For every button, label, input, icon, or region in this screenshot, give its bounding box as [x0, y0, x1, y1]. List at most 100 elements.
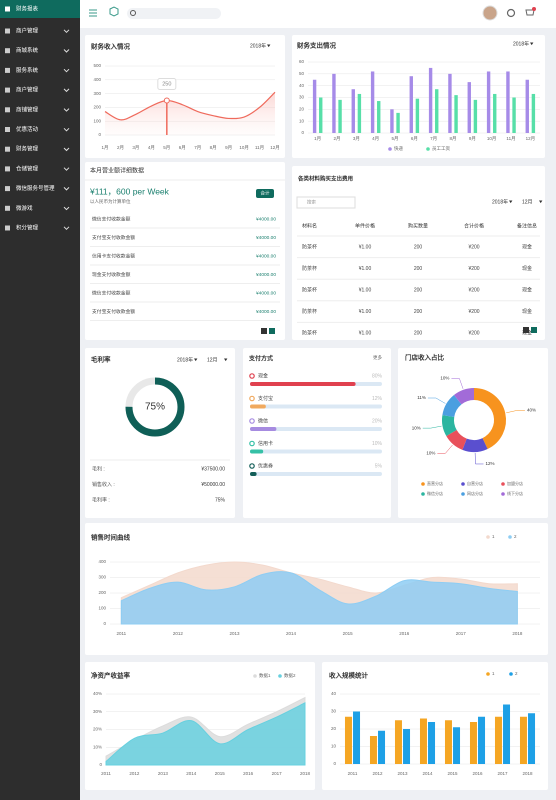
menu-item[interactable]: 商城系统: [16, 46, 39, 54]
select[interactable]: 12月: [522, 199, 533, 205]
menu-icon: [5, 186, 10, 192]
y-tick-label: 0: [99, 762, 102, 767]
x-tick-label: 2011: [348, 771, 358, 776]
menu-item[interactable]: 服务系统: [16, 66, 39, 74]
item-percent: 5%: [375, 463, 383, 469]
menu-item[interactable]: 财务管理: [16, 145, 39, 153]
legend-label: 网店分店: [467, 490, 483, 496]
menu-toggle[interactable]: [89, 9, 97, 17]
bar: [467, 82, 471, 133]
cart-icon[interactable]: [525, 9, 535, 16]
x-tick-label: 4月: [372, 136, 379, 142]
x-tick-label: 2018: [522, 771, 533, 776]
chart-title: 财务支出情况: [297, 41, 337, 50]
donut-slice: [446, 429, 468, 450]
item-percent: 10%: [372, 441, 383, 447]
x-tick-label: 3月: [353, 136, 360, 142]
menu-item[interactable]: 仓储管理: [16, 164, 39, 172]
menu-icon: [5, 48, 10, 54]
slice-label: 10%: [412, 425, 421, 430]
legend-marker: [278, 674, 282, 678]
pager-button[interactable]: [261, 328, 267, 334]
chevron: [63, 127, 70, 132]
menu-item[interactable]: 商户管理: [16, 86, 39, 94]
chevron: [63, 68, 70, 73]
select[interactable]: 2018年: [177, 356, 193, 363]
y-tick-label: 30: [331, 709, 337, 714]
chart-title: 收入规模统计: [329, 671, 369, 680]
panel-title: 本月营业额详细数据: [90, 167, 144, 175]
select[interactable]: 2018年: [492, 198, 508, 205]
cube-icon[interactable]: [109, 6, 119, 17]
y-tick-label: 400: [98, 559, 106, 564]
menu-item[interactable]: 微游戏: [16, 204, 33, 212]
search-box[interactable]: [127, 8, 221, 19]
bar: [503, 704, 511, 764]
legend-label: 2: [514, 534, 517, 539]
menu-item[interactable]: 微信服务号管理: [16, 184, 55, 192]
button[interactable]: [256, 189, 274, 198]
bar: [332, 73, 336, 133]
item-percent: 12%: [372, 396, 383, 402]
x-tick-label: 2015: [215, 771, 226, 776]
row-value: ¥4000.00: [256, 272, 276, 278]
x-tick-label: 7月: [430, 136, 437, 142]
settings-icon[interactable]: [506, 8, 516, 18]
panel: [292, 166, 545, 340]
chevron: [63, 88, 70, 93]
table-header: 材料名: [302, 222, 317, 229]
y-tick-label: 100: [93, 118, 101, 123]
bar: [353, 711, 361, 764]
menu-item[interactable]: 财务报表: [16, 4, 39, 12]
menu-item[interactable]: 商铺管理: [16, 105, 39, 113]
leader-line: [422, 425, 442, 429]
search-box[interactable]: [296, 196, 356, 209]
more-link[interactable]: 更多: [373, 354, 382, 361]
bar: [478, 716, 486, 764]
x-tick-label: 2013: [229, 631, 240, 636]
item-name: 现金: [258, 372, 268, 379]
donut-slice: [473, 388, 506, 449]
x-tick-label: 2014: [286, 631, 297, 636]
pager-button[interactable]: [523, 327, 529, 333]
search-placeholder: 搜索: [307, 199, 316, 206]
pager-button[interactable]: [269, 328, 275, 334]
y-tick-label: 60: [299, 59, 305, 64]
menu-icon: [5, 28, 10, 34]
menu-item[interactable]: 优惠活动: [16, 125, 39, 133]
avatar[interactable]: [482, 5, 498, 21]
bar: [531, 93, 536, 133]
menu-icon: [5, 87, 10, 93]
bar: [419, 718, 427, 764]
table-cell: 现金: [522, 287, 532, 294]
row-label: 信用卡支付收款金额: [92, 252, 135, 259]
chevron: [63, 226, 70, 231]
item-marker: [249, 373, 255, 379]
x-tick-label: 10月: [487, 136, 497, 142]
y-tick-label: 0: [333, 761, 336, 766]
select[interactable]: 2018年: [250, 42, 266, 49]
x-tick-label: 6月: [411, 136, 418, 142]
select[interactable]: 2018年: [513, 40, 529, 47]
row-label: 支付宝支付收款金额: [92, 234, 135, 241]
select[interactable]: 12月: [207, 357, 218, 363]
dropdown-caret: [267, 44, 271, 48]
x-tick-label: 9月: [225, 145, 232, 151]
gauge-label: 75%: [145, 402, 165, 413]
point: [163, 97, 170, 104]
item-name: 优惠券: [258, 462, 273, 469]
bar: [435, 89, 439, 133]
row-label: 支付宝支付收款金额: [92, 308, 135, 315]
pager-button[interactable]: [531, 327, 537, 333]
x-tick-label: 2016: [472, 771, 483, 776]
legend-marker: [508, 535, 512, 539]
table-cell: 200: [414, 244, 423, 250]
menu-item[interactable]: 商户管理: [16, 26, 39, 34]
table-cell: 200: [414, 309, 423, 315]
slice-label: 12%: [485, 461, 494, 466]
x-tick-label: 1月: [314, 136, 321, 142]
menu-item[interactable]: 积分管理: [16, 223, 39, 231]
x-tick-label: 2018: [300, 771, 311, 776]
x-tick-label: 2012: [173, 631, 184, 636]
bar: [519, 716, 527, 764]
